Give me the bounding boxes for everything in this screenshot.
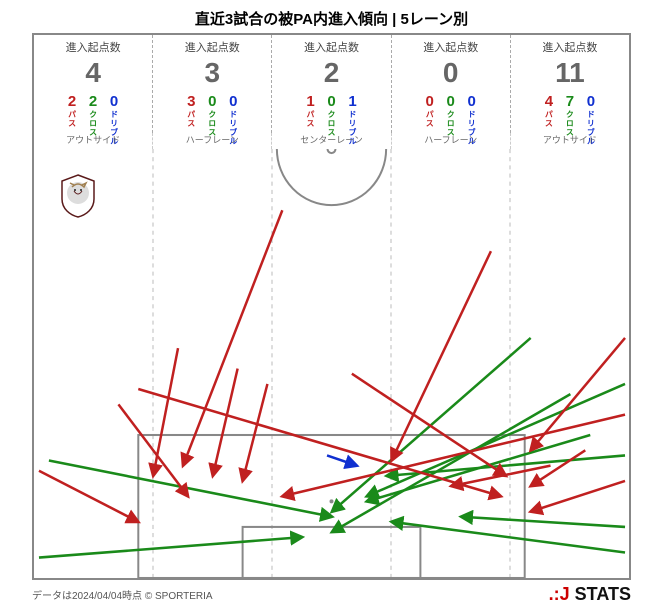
lane-names-row: アウトサイドハーフレーンセンターレーンハーフレーンアウトサイド [34, 133, 629, 149]
lane-summary-3: 進入起点数00パス0クロス0ドリブル [392, 35, 511, 133]
lane-summary-row: 進入起点数42パス2クロス0ドリブル進入起点数33パス0クロス0ドリブル進入起点… [32, 33, 631, 133]
lane-total: 3 [153, 57, 271, 89]
lane-header-label: 進入起点数 [34, 39, 152, 55]
footer: データは2024/04/04時点 © SPORTERIA .:J STATS [32, 584, 631, 605]
lane-total: 0 [392, 57, 510, 89]
stats-card: 直近3試合の被PA内進入傾向 | 5レーン別 進入起点数42パス2クロス0ドリブ… [0, 0, 663, 611]
lane-total: 2 [272, 57, 390, 89]
pitch-container: アウトサイドハーフレーンセンターレーンハーフレーンアウトサイド [32, 133, 631, 580]
lane-name-0: アウトサイド [34, 133, 153, 149]
team-logo [58, 173, 98, 219]
lane-header-label: 進入起点数 [153, 39, 271, 55]
lane-total: 4 [34, 57, 152, 89]
lane-summary-0: 進入起点数42パス2クロス0ドリブル [34, 35, 153, 133]
lane-name-2: センターレーン [272, 133, 391, 149]
lane-name-4: アウトサイド [511, 133, 629, 149]
chart-title: 直近3試合の被PA内進入傾向 | 5レーン別 [0, 0, 663, 33]
lane-name-1: ハーフレーン [153, 133, 272, 149]
lane-header-label: 進入起点数 [272, 39, 390, 55]
lane-total: 11 [511, 57, 629, 89]
footer-text: データは2024/04/04時点 © SPORTERIA [32, 587, 213, 602]
lane-summary-2: 進入起点数21パス0クロス1ドリブル [272, 35, 391, 133]
lane-name-3: ハーフレーン [392, 133, 511, 149]
brand-logo: .:J STATS [549, 584, 631, 605]
lane-header-label: 進入起点数 [511, 39, 629, 55]
lane-summary-1: 進入起点数33パス0クロス0ドリブル [153, 35, 272, 133]
lane-summary-4: 進入起点数114パス7クロス0ドリブル [511, 35, 629, 133]
pitch-svg [34, 149, 629, 578]
lane-header-label: 進入起点数 [392, 39, 510, 55]
